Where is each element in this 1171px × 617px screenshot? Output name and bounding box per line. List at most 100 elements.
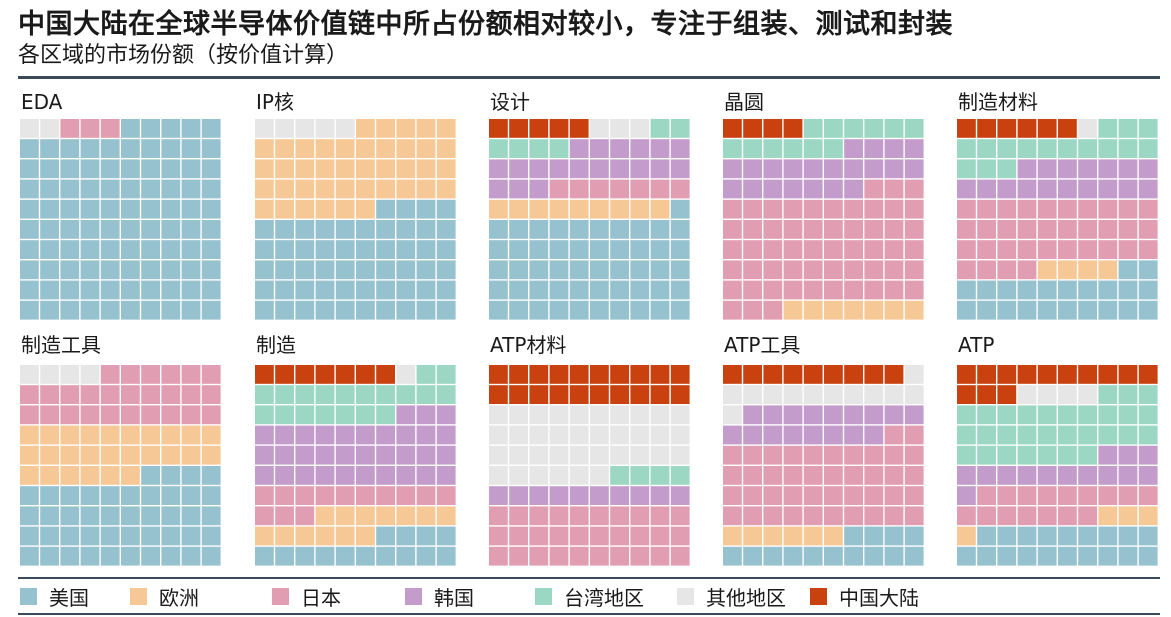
cell-japan — [181, 385, 201, 404]
cell-us — [1058, 280, 1077, 300]
cell-us — [141, 139, 160, 158]
cell-us — [957, 300, 976, 320]
panel-label: 制造材料 — [958, 90, 1038, 114]
cell-taiwan — [335, 405, 355, 425]
cell-japan — [763, 486, 783, 505]
cell-us — [80, 139, 100, 158]
cell-korea — [489, 159, 508, 179]
cell-us — [80, 546, 100, 566]
legend-swatch — [130, 587, 147, 605]
panel-2: IP核 — [255, 90, 456, 320]
cell-korea — [1138, 445, 1158, 465]
cell-japan — [509, 506, 528, 526]
cell-japan — [121, 385, 140, 404]
cell-us — [161, 220, 181, 239]
cell-japan — [670, 179, 690, 199]
cell-japan — [590, 526, 609, 546]
cell-korea — [509, 179, 528, 199]
cell-us — [161, 179, 181, 199]
cell-europe — [315, 199, 335, 219]
cell-japan — [275, 506, 294, 526]
cell-us — [100, 159, 120, 179]
cell-us — [121, 506, 140, 526]
cell-taiwan — [1017, 405, 1037, 425]
cell-japan — [1058, 486, 1077, 505]
cell-japan — [723, 260, 742, 280]
cell-taiwan — [1017, 445, 1037, 465]
cell-us — [670, 280, 690, 300]
cell-us — [489, 260, 508, 280]
cell-japan — [803, 240, 823, 259]
cell-us — [201, 526, 221, 546]
cell-japan — [549, 546, 569, 566]
cell-us — [161, 280, 181, 300]
cell-china — [1138, 365, 1158, 384]
cell-us — [529, 220, 549, 239]
panel-9: ATP工具 — [723, 333, 924, 566]
cell-other — [650, 405, 670, 425]
cell-us — [141, 199, 160, 219]
cell-korea — [884, 405, 904, 425]
cell-taiwan — [650, 119, 670, 138]
cell-europe — [1058, 260, 1077, 280]
cell-us — [141, 159, 160, 179]
legend-item-other: 其他地区 — [677, 581, 786, 611]
cell-us — [100, 486, 120, 505]
cell-us — [40, 486, 59, 505]
cell-japan — [864, 240, 884, 259]
cell-us — [141, 506, 160, 526]
cell-korea — [356, 425, 375, 445]
cell-korea — [436, 466, 456, 485]
cell-japan — [141, 385, 160, 404]
cell-europe — [60, 466, 80, 485]
cell-korea — [1098, 159, 1118, 179]
cell-us — [630, 280, 650, 300]
cell-us — [997, 526, 1017, 546]
cell-us — [201, 280, 221, 300]
cell-europe — [396, 506, 416, 526]
cell-us — [141, 119, 160, 138]
cell-japan — [864, 220, 884, 239]
cell-taiwan — [904, 119, 924, 138]
cell-other — [549, 445, 569, 465]
cell-japan — [60, 385, 80, 404]
legend-item-tw: 台湾地区 — [535, 581, 644, 611]
cell-japan — [315, 486, 335, 505]
cell-europe — [335, 159, 355, 179]
cell-us — [763, 546, 783, 566]
cell-taiwan — [997, 445, 1017, 465]
cell-us — [80, 260, 100, 280]
cell-japan — [884, 506, 904, 526]
cell-us — [549, 280, 569, 300]
panel-label: 设计 — [490, 90, 530, 114]
cell-europe — [315, 159, 335, 179]
cell-korea — [824, 159, 843, 179]
cell-us — [1138, 526, 1158, 546]
cell-korea — [396, 466, 416, 485]
cell-korea — [803, 179, 823, 199]
cell-taiwan — [396, 385, 416, 404]
cell-us — [997, 546, 1017, 566]
cell-us — [121, 260, 140, 280]
cell-us — [40, 240, 59, 259]
cell-other — [630, 445, 650, 465]
cell-taiwan — [1138, 405, 1158, 425]
cell-other — [569, 445, 589, 465]
cell-korea — [1138, 159, 1158, 179]
cell-china — [650, 365, 670, 384]
cell-other — [529, 445, 549, 465]
cell-other — [40, 119, 59, 138]
cell-taiwan — [1017, 139, 1037, 158]
cell-korea — [783, 159, 803, 179]
cell-europe — [295, 159, 315, 179]
cell-us — [670, 240, 690, 259]
cell-korea — [509, 486, 528, 505]
cell-us — [181, 119, 201, 138]
cell-korea — [1118, 179, 1138, 199]
cell-us — [20, 179, 39, 199]
cell-japan — [201, 385, 221, 404]
cell-us — [1078, 300, 1097, 320]
cell-japan — [416, 486, 436, 505]
cell-japan — [255, 506, 274, 526]
cell-taiwan — [1058, 405, 1077, 425]
